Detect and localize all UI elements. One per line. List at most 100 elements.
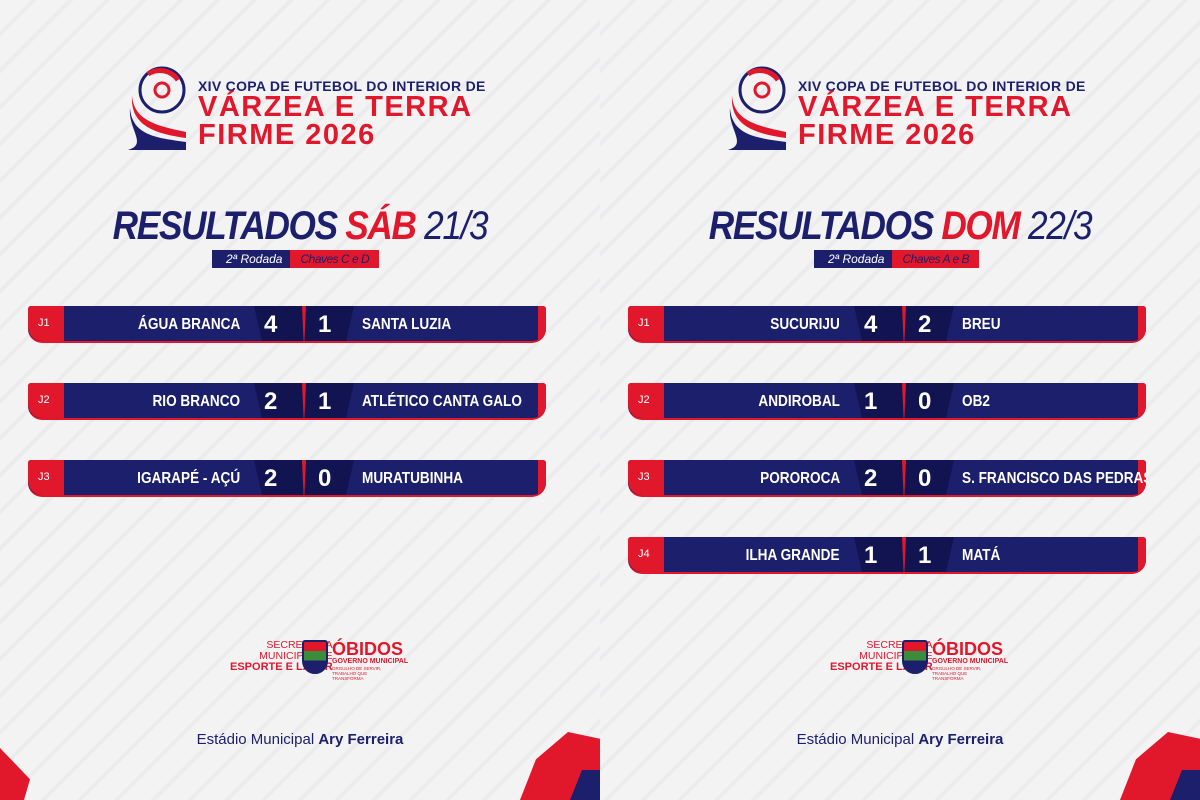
round-badge: 2ª Rodada Chaves A e B: [814, 250, 979, 268]
away-score: 0: [918, 465, 932, 492]
gov-label: GOVERNO MUNICIPAL: [332, 658, 409, 665]
away-team: OB2: [962, 393, 990, 410]
title-date: 21/3: [424, 204, 489, 248]
city-name: ÓBIDOS: [332, 639, 404, 659]
bar-accent: [538, 306, 546, 341]
home-team: IGARAPÉ - AÇÚ: [136, 470, 240, 487]
bar-accent: [1138, 537, 1146, 572]
gov-label: GOVERNO MUNICIPAL: [932, 658, 1009, 665]
home-score: 2: [264, 388, 278, 415]
logo-line-2: FIRME 2026: [798, 119, 976, 151]
venue-prefix: Estádio Municipal: [796, 731, 915, 748]
decoration: [0, 748, 30, 800]
score-box: [854, 383, 954, 418]
page-title: RESULTADOS DOM 22/3: [636, 204, 1164, 249]
score-box: [854, 460, 954, 495]
match-row: J2 RIO BRANCO 2 1 ATLÉTICO CANTA GALO: [28, 383, 546, 420]
tournament-logo: XIV COPA DE FUTEBOL DO INTERIOR DE VÁRZE…: [128, 66, 485, 156]
sec-line-1: SECRETARIA: [866, 639, 933, 651]
obidos-logo: ÓBIDOS GOVERNO MUNICIPAL ORGULHO DE SERVIR…: [332, 640, 408, 681]
venue: Estádio Municipal Ary Ferreira: [600, 731, 1200, 748]
bar-accent: [1138, 460, 1146, 495]
title-day: SÁB: [345, 204, 417, 248]
secretaria-logo: SECRETARIA MUNICIPAL DE ESPORTE E LAZER: [830, 640, 933, 673]
logo-title: VÁRZEA E TERRA FIRME 2026: [798, 91, 1073, 151]
home-score: 4: [864, 311, 878, 338]
groups-label: Chaves A e B: [892, 250, 979, 268]
away-team: MATÁ: [962, 547, 1001, 564]
match-row: J3 POROROCA 2 0 S. FRANCISCO DAS PEDRAS: [628, 460, 1146, 497]
away-team: SANTA LUZIA: [362, 316, 452, 333]
obidos-logo: ÓBIDOS GOVERNO MUNICIPAL ORGULHO DE SERVIR…: [932, 640, 1008, 681]
score-box: [254, 460, 354, 495]
groups-label: Chaves C e D: [290, 250, 380, 268]
tournament-logo: XIV COPA DE FUTEBOL DO INTERIOR DE VÁRZE…: [728, 66, 1085, 156]
sec-line-2: MUNICIPAL DE: [259, 650, 333, 662]
sec-line-3: ESPORTE E LAZER: [230, 661, 333, 673]
game-number: J1: [28, 306, 64, 341]
ball-logo-icon: [128, 66, 186, 150]
page-title: RESULTADOS SÁB 21/3: [36, 204, 564, 249]
logo-line-1: VÁRZEA E TERRA: [198, 91, 473, 123]
score-box: [254, 306, 354, 341]
results-panel: XIV COPA DE FUTEBOL DO INTERIOR DE VÁRZE…: [0, 0, 600, 800]
away-team: ATLÉTICO CANTA GALO: [362, 393, 522, 410]
sec-line-3: ESPORTE E LAZER: [830, 661, 933, 673]
results-panel: XIV COPA DE FUTEBOL DO INTERIOR DE VÁRZE…: [600, 0, 1200, 800]
match-row: J1 ÁGUA BRANCA 4 1 SANTA LUZIA: [28, 306, 546, 343]
home-team: ILHA GRANDE: [746, 547, 840, 564]
city-name: ÓBIDOS: [932, 639, 1004, 659]
match-row: J1 SUCURIJU 4 2 BREU: [628, 306, 1146, 343]
sec-line-1: SECRETARIA: [266, 639, 333, 651]
home-score: 1: [864, 542, 878, 569]
away-score: 0: [318, 465, 332, 492]
game-number: J3: [28, 460, 64, 495]
city-crest-icon: [902, 640, 928, 674]
bar-accent: [538, 383, 546, 418]
logo-line-1: VÁRZEA E TERRA: [798, 91, 1073, 123]
title-word: RESULTADOS: [708, 204, 934, 248]
score-box: [854, 306, 954, 341]
title-word: RESULTADOS: [112, 204, 338, 248]
match-row: J4 ILHA GRANDE 1 1 MATÁ: [628, 537, 1146, 574]
home-score: 2: [864, 465, 878, 492]
game-number: J2: [628, 383, 664, 418]
home-score: 1: [864, 388, 878, 415]
score-box: [254, 383, 354, 418]
round-badge: 2ª Rodada Chaves C e D: [212, 250, 380, 268]
match-row: J3 IGARAPÉ - AÇÚ 2 0 MURATUBINHA: [28, 460, 546, 497]
home-score: 2: [264, 465, 278, 492]
game-number: J2: [28, 383, 64, 418]
bar-accent: [1138, 383, 1146, 418]
round-label: 2ª Rodada: [814, 250, 893, 268]
venue-name: Ary Ferreira: [918, 731, 1004, 748]
title-day: DOM: [941, 204, 1020, 248]
away-score: 1: [318, 311, 332, 338]
venue: Estádio Municipal Ary Ferreira: [0, 731, 600, 748]
secretaria-logo: SECRETARIA MUNICIPAL DE ESPORTE E LAZER: [230, 640, 333, 673]
away-team: MURATUBINHA: [362, 470, 463, 487]
gov-tagline: ORGULHO DE SERVIR, TRABALHO QUE TRANSFOR…: [332, 666, 382, 681]
logo-title: VÁRZEA E TERRA FIRME 2026: [198, 91, 473, 151]
away-score: 2: [918, 311, 932, 338]
logo-top-text: XIV COPA DE FUTEBOL DO INTERIOR DE: [798, 78, 1086, 94]
title-date: 22/3: [1027, 204, 1093, 248]
sec-line-2: MUNICIPAL DE: [859, 650, 933, 662]
round-label: 2ª Rodada: [212, 250, 291, 268]
away-score: 1: [318, 388, 332, 415]
match-row: J2 ANDIROBAL 1 0 OB2: [628, 383, 1146, 420]
game-number: J1: [628, 306, 664, 341]
home-team: ÁGUA BRANCA: [137, 316, 240, 333]
bar-accent: [538, 460, 546, 495]
home-team: ANDIROBAL: [758, 393, 840, 410]
away-score: 1: [918, 542, 932, 569]
logo-line-2: FIRME 2026: [198, 119, 376, 151]
venue-prefix: Estádio Municipal: [196, 731, 315, 748]
ball-logo-icon: [728, 66, 786, 150]
venue-name: Ary Ferreira: [318, 731, 404, 748]
logo-top-text: XIV COPA DE FUTEBOL DO INTERIOR DE: [198, 78, 486, 94]
away-team: S. FRANCISCO DAS PEDRAS: [962, 470, 1146, 487]
score-box: [854, 537, 954, 572]
home-team: RIO BRANCO: [152, 393, 240, 410]
